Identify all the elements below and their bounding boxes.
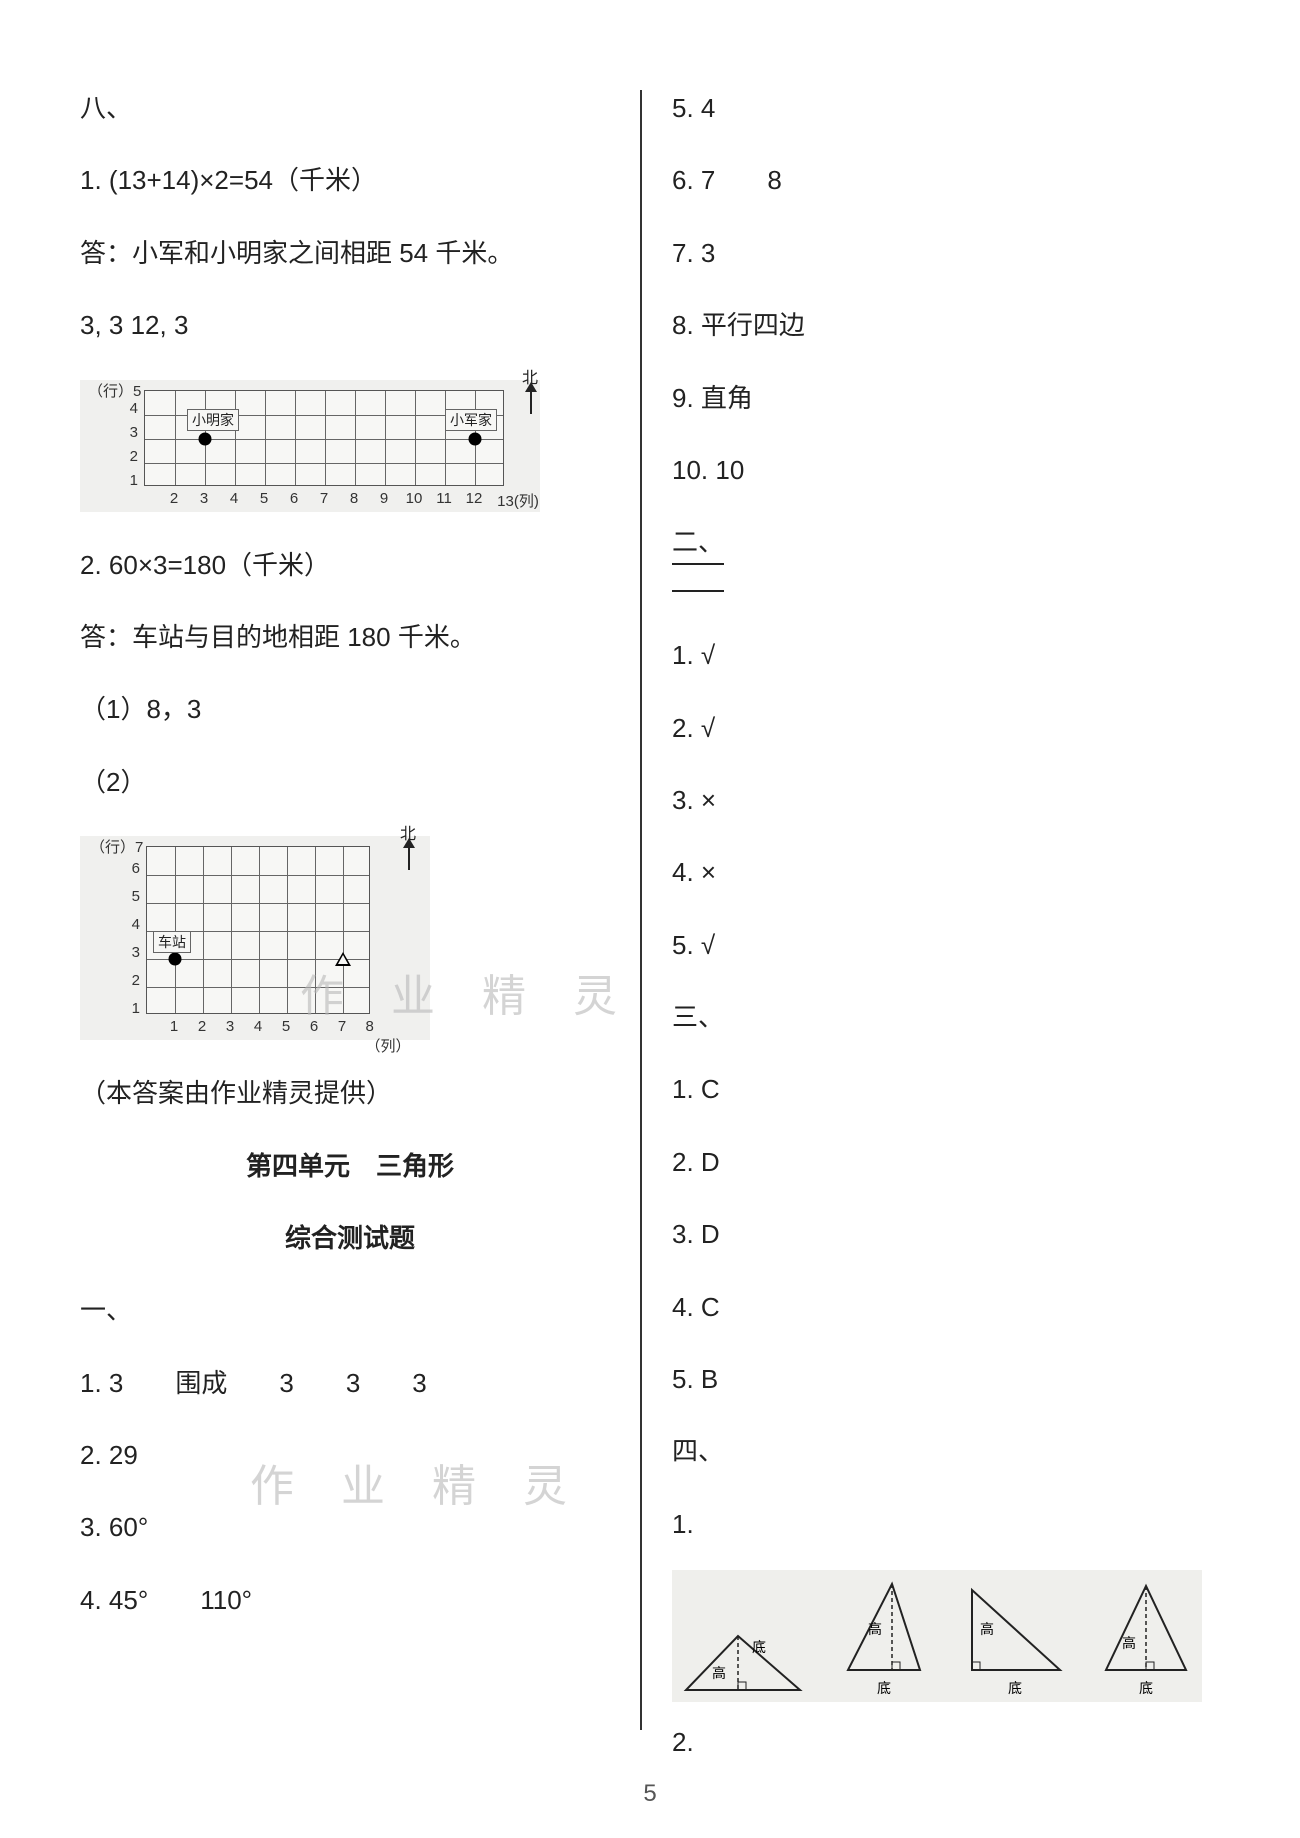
s3-5: 5. B: [672, 1361, 1202, 1397]
r-8: 8. 平行四边: [672, 307, 1202, 343]
q2-expression: 2. 60×3=180（千米）: [80, 547, 620, 583]
section-2-heading: 二、: [672, 524, 1202, 601]
s3-4: 4. C: [672, 1289, 1202, 1325]
q2-sub2: （2）: [80, 764, 620, 800]
s1-3: 3. 60°: [80, 1509, 620, 1545]
section-3-heading: 三、: [672, 999, 1202, 1035]
q1-coords: 3, 3 12, 3: [80, 307, 620, 343]
s1-4: 4. 45° 110°: [80, 1582, 620, 1618]
grid-figure-2: （行）7 北 车站 6 5 4: [80, 836, 430, 1040]
r-7: 7. 3: [672, 235, 1202, 271]
page-number: 5: [643, 1780, 656, 1808]
s3-3: 3. D: [672, 1216, 1202, 1252]
north-arrow-icon-2: [408, 840, 410, 870]
r-9: 9. 直角: [672, 380, 1202, 416]
r-5: 5. 4: [672, 90, 1202, 126]
tri1-di: 底: [752, 1639, 766, 1655]
triangle-2: 高 底: [834, 1578, 934, 1698]
unit-title: 第四单元 三角形: [80, 1148, 620, 1184]
s2-4: 4. ×: [672, 854, 1202, 890]
s1-2: 2. 29: [80, 1437, 620, 1473]
svg-text:高: 高: [1122, 1635, 1136, 1651]
svg-text:高: 高: [980, 1621, 994, 1637]
q1-expression: 1. (13+14)×2=54（千米）: [80, 162, 620, 198]
grid1-row-head: （行）5: [88, 380, 141, 401]
s2-1: 1. √: [672, 637, 1202, 673]
triangle-4: 高 底: [1096, 1578, 1196, 1698]
two-column-layout: 八、 1. (13+14)×2=54（千米） 答：小军和小明家之间相距 54 千…: [80, 90, 1220, 1730]
grid1-point-a: [199, 432, 212, 445]
attribution: （本答案由作业精灵提供）: [80, 1075, 620, 1111]
left-column: 八、 1. (13+14)×2=54（千米） 答：小军和小明家之间相距 54 千…: [80, 90, 640, 1730]
tri4-di: 底: [1096, 1678, 1196, 1698]
s3-1: 1. C: [672, 1071, 1202, 1107]
section-1-heading: 一、: [80, 1292, 620, 1328]
grid2-triangle-marker: [335, 952, 351, 966]
q2-sub1: （1）8，3: [80, 691, 620, 727]
s2-3: 3. ×: [672, 782, 1202, 818]
grid1-point-b: [469, 432, 482, 445]
grid1-label-b: 小军家: [445, 409, 497, 431]
q1-answer: 答：小军和小明家之间相距 54 千米。: [80, 235, 620, 271]
tri1-gao: 高: [712, 1665, 726, 1681]
s2-5: 5. √: [672, 927, 1202, 963]
svg-text:高: 高: [868, 1621, 882, 1637]
grid2-station-dot: [169, 953, 182, 966]
north-arrow-icon: [530, 384, 532, 414]
triangles-figure: 底 高 高 底 高 底: [672, 1570, 1202, 1702]
section-8-heading: 八、: [80, 90, 620, 126]
grid1-label-a: 小明家: [187, 409, 239, 431]
s3-2: 2. D: [672, 1144, 1202, 1180]
grid-figure-1: （行）5 北 小明家 小军家: [80, 380, 540, 512]
s4-2: 2.: [672, 1724, 1202, 1760]
tri2-di: 底: [834, 1678, 934, 1698]
q2-answer: 答：车站与目的地相距 180 千米。: [80, 619, 620, 655]
r-10: 10. 10: [672, 452, 1202, 488]
triangle-3: 高 底: [960, 1578, 1070, 1698]
grid2-row-head: （行）7: [90, 836, 143, 857]
unit-subtitle: 综合测试题: [80, 1220, 620, 1256]
s2-2: 2. √: [672, 710, 1202, 746]
right-column: 5. 4 6. 7 8 7. 3 8. 平行四边 9. 直角 10. 10 二、…: [642, 90, 1202, 1730]
s4-1: 1.: [672, 1506, 1202, 1542]
grid2-station-label: 车站: [153, 931, 191, 953]
triangle-1: 底 高: [678, 1618, 808, 1698]
section-4-heading: 四、: [672, 1433, 1202, 1469]
r-6: 6. 7 8: [672, 162, 1202, 198]
s1-1: 1. 3 围成 3 3 3: [80, 1365, 620, 1401]
tri3-di: 底: [960, 1678, 1070, 1698]
